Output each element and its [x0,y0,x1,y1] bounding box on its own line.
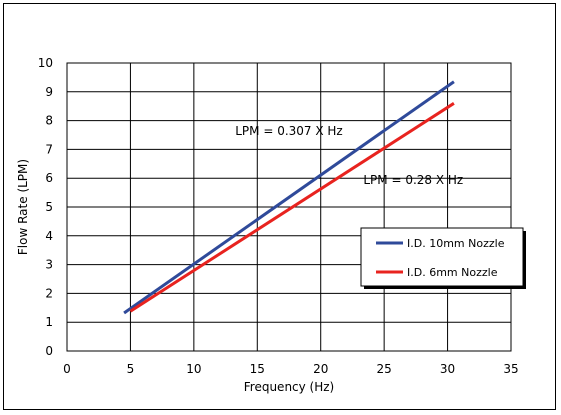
x-tick-label: 35 [503,362,518,376]
legend-box [360,227,524,287]
y-tick-label: 4 [45,229,53,243]
y-tick-label: 2 [45,286,53,300]
y-tick-label: 0 [45,344,53,358]
x-tick-label: 0 [63,362,71,376]
y-tick-label: 8 [45,114,53,128]
y-tick-label: 1 [45,315,53,329]
legend-label: I.D. 10mm Nozzle [407,237,505,250]
equation-annotation: LPM = 0.307 X Hz [235,124,342,138]
x-tick-label: 10 [186,362,201,376]
annotations: LPM = 0.307 X Hz LPM = 0.28 X Hz [235,124,463,187]
y-tick-labels: 0 1 2 3 4 5 6 7 8 9 10 [38,56,53,358]
equation-annotation: LPM = 0.28 X Hz [363,173,463,187]
series-line-1 [123,80,455,315]
y-tick-label: 6 [45,171,53,185]
y-tick-label: 9 [45,85,53,99]
x-tick-label: 20 [313,362,328,376]
legend: I.D. 10mm Nozzle I.D. 6mm Nozzle [360,227,526,289]
series-lines [123,80,455,315]
x-tick-labels: 0 5 10 15 20 25 30 35 [63,362,518,376]
y-tick-label: 10 [38,56,53,70]
x-axis-label: Frequency (Hz) [244,380,335,394]
y-tick-label: 7 [45,142,53,156]
y-tick-label: 5 [45,200,53,214]
y-axis-label: Flow Rate (LPM) [16,159,30,255]
legend-label: I.D. 6mm Nozzle [407,266,498,279]
x-tick-label: 25 [377,362,392,376]
x-tick-label: 15 [250,362,265,376]
x-tick-label: 30 [440,362,455,376]
y-tick-label: 3 [45,258,53,272]
series-line-2 [129,102,455,313]
x-tick-label: 5 [127,362,135,376]
